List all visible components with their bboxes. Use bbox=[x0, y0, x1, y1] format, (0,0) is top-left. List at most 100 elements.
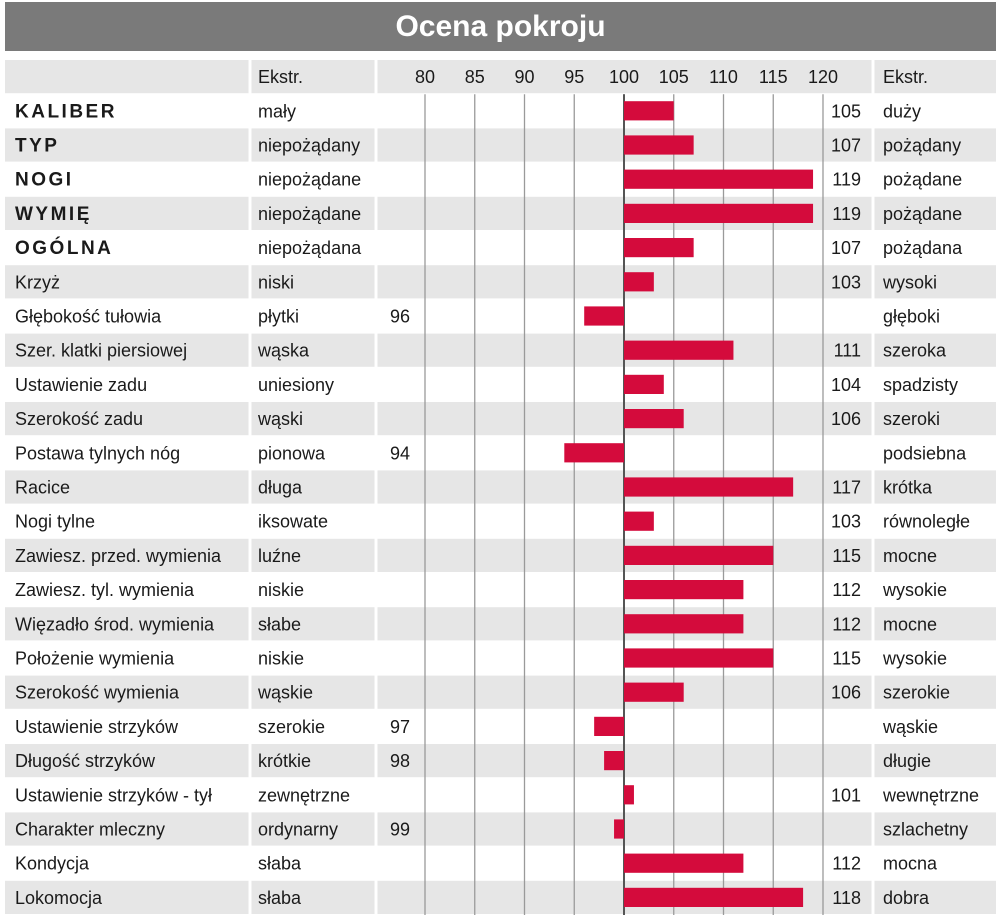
data-label: 98 bbox=[390, 751, 410, 771]
row-shade bbox=[5, 607, 996, 641]
high-extreme-label: wewnętrzne bbox=[882, 785, 979, 805]
row-shade bbox=[5, 744, 996, 778]
data-label: 106 bbox=[831, 409, 861, 429]
row-shade bbox=[5, 402, 996, 436]
bar bbox=[584, 306, 624, 326]
trait-label: KALIBER bbox=[15, 101, 117, 122]
trait-label: Położenie wymienia bbox=[15, 649, 175, 669]
trait-label: Krzyż bbox=[15, 272, 60, 292]
high-extreme-label: szeroki bbox=[883, 409, 940, 429]
high-extreme-label: pożądane bbox=[883, 170, 962, 190]
bar bbox=[624, 614, 744, 634]
bar bbox=[624, 238, 694, 258]
bar bbox=[604, 751, 624, 771]
high-extreme-label: wąskie bbox=[882, 717, 938, 737]
x-tick-label: 95 bbox=[564, 67, 584, 87]
data-label: 117 bbox=[832, 478, 861, 498]
data-label: 112 bbox=[832, 614, 861, 634]
row-shade bbox=[5, 60, 996, 94]
trait-label: Szerokość zadu bbox=[15, 409, 143, 429]
bar bbox=[624, 135, 694, 155]
trait-label: Charakter mleczny bbox=[15, 820, 165, 840]
bar bbox=[624, 477, 794, 497]
low-extreme-label: słabe bbox=[258, 614, 301, 634]
low-extreme-label: wąska bbox=[257, 341, 310, 361]
bar bbox=[624, 545, 774, 565]
low-extreme-label: luźne bbox=[258, 546, 301, 566]
trait-label: Zawiesz. tyl. wymienia bbox=[15, 580, 195, 600]
high-extreme-label: mocna bbox=[883, 854, 938, 874]
high-extreme-label: pożądany bbox=[883, 136, 961, 156]
data-label: 96 bbox=[390, 307, 410, 327]
low-extreme-label: szerokie bbox=[258, 717, 325, 737]
row-shade bbox=[5, 470, 996, 504]
x-tick-label: 120 bbox=[808, 67, 838, 87]
low-extreme-label: iksowate bbox=[258, 512, 328, 532]
trait-label: Racice bbox=[15, 478, 70, 498]
bar bbox=[624, 169, 814, 189]
row-shade bbox=[5, 333, 996, 367]
bar bbox=[624, 511, 654, 531]
data-label: 107 bbox=[831, 136, 861, 156]
high-extreme-label: krótka bbox=[883, 478, 933, 498]
header-extreme-left: Ekstr. bbox=[258, 67, 303, 87]
x-tick-label: 80 bbox=[415, 67, 435, 87]
bar bbox=[624, 340, 734, 360]
low-extreme-label: niepożądane bbox=[258, 204, 361, 224]
high-extreme-label: podsiebna bbox=[883, 443, 967, 463]
trait-label: Ustawienie zadu bbox=[15, 375, 147, 395]
trait-label: Ustawienie strzyków bbox=[15, 717, 179, 737]
row-shade bbox=[5, 196, 996, 230]
low-extreme-label: niskie bbox=[258, 649, 304, 669]
trait-label: WYMIĘ bbox=[15, 204, 92, 225]
x-tick-label: 105 bbox=[659, 67, 689, 87]
bar bbox=[624, 203, 814, 223]
row-shade bbox=[5, 538, 996, 572]
high-extreme-label: dobra bbox=[883, 888, 930, 908]
high-extreme-label: wysoki bbox=[882, 272, 937, 292]
bar bbox=[624, 785, 634, 805]
x-tick-label: 90 bbox=[514, 67, 534, 87]
low-extreme-label: zewnętrzne bbox=[258, 785, 350, 805]
x-tick-label: 110 bbox=[709, 67, 738, 87]
low-extreme-label: wąski bbox=[257, 409, 303, 429]
data-label: 103 bbox=[831, 512, 861, 532]
low-extreme-label: niepożądane bbox=[258, 170, 361, 190]
data-label: 115 bbox=[832, 546, 861, 566]
x-tick-label: 85 bbox=[465, 67, 485, 87]
data-label: 112 bbox=[832, 854, 861, 874]
trait-label: Szer. klatki piersiowej bbox=[15, 341, 187, 361]
chart-title: Ocena pokroju bbox=[5, 2, 996, 51]
x-tick-label: 115 bbox=[759, 67, 788, 87]
bar bbox=[624, 374, 664, 394]
low-extreme-label: płytki bbox=[258, 307, 299, 327]
high-extreme-label: mocne bbox=[883, 546, 937, 566]
bar bbox=[624, 853, 744, 873]
low-extreme-label: wąskie bbox=[257, 683, 313, 703]
low-extreme-label: słaba bbox=[258, 854, 302, 874]
high-extreme-label: szlachetny bbox=[883, 820, 968, 840]
data-label: 118 bbox=[832, 888, 861, 908]
data-label: 106 bbox=[831, 683, 861, 703]
trait-label: NOGI bbox=[15, 170, 74, 191]
bar bbox=[624, 409, 684, 429]
data-label: 107 bbox=[831, 238, 861, 258]
low-extreme-label: niski bbox=[258, 272, 294, 292]
bar bbox=[614, 819, 624, 839]
bar bbox=[624, 682, 684, 702]
row-shade bbox=[5, 880, 996, 914]
high-extreme-label: szerokie bbox=[883, 683, 950, 703]
data-label: 94 bbox=[390, 443, 410, 463]
x-tick-label: 100 bbox=[609, 67, 639, 87]
high-extreme-label: wysokie bbox=[882, 649, 947, 669]
header-extreme-right: Ekstr. bbox=[883, 67, 928, 87]
low-extreme-label: niepożądany bbox=[258, 136, 360, 156]
high-extreme-label: pożądana bbox=[883, 238, 963, 258]
trait-label: Kondycja bbox=[15, 854, 90, 874]
data-label: 99 bbox=[390, 820, 410, 840]
high-extreme-label: długie bbox=[883, 751, 931, 771]
row-shade bbox=[5, 812, 996, 846]
high-extreme-label: głęboki bbox=[883, 307, 940, 327]
data-label: 97 bbox=[390, 717, 410, 737]
